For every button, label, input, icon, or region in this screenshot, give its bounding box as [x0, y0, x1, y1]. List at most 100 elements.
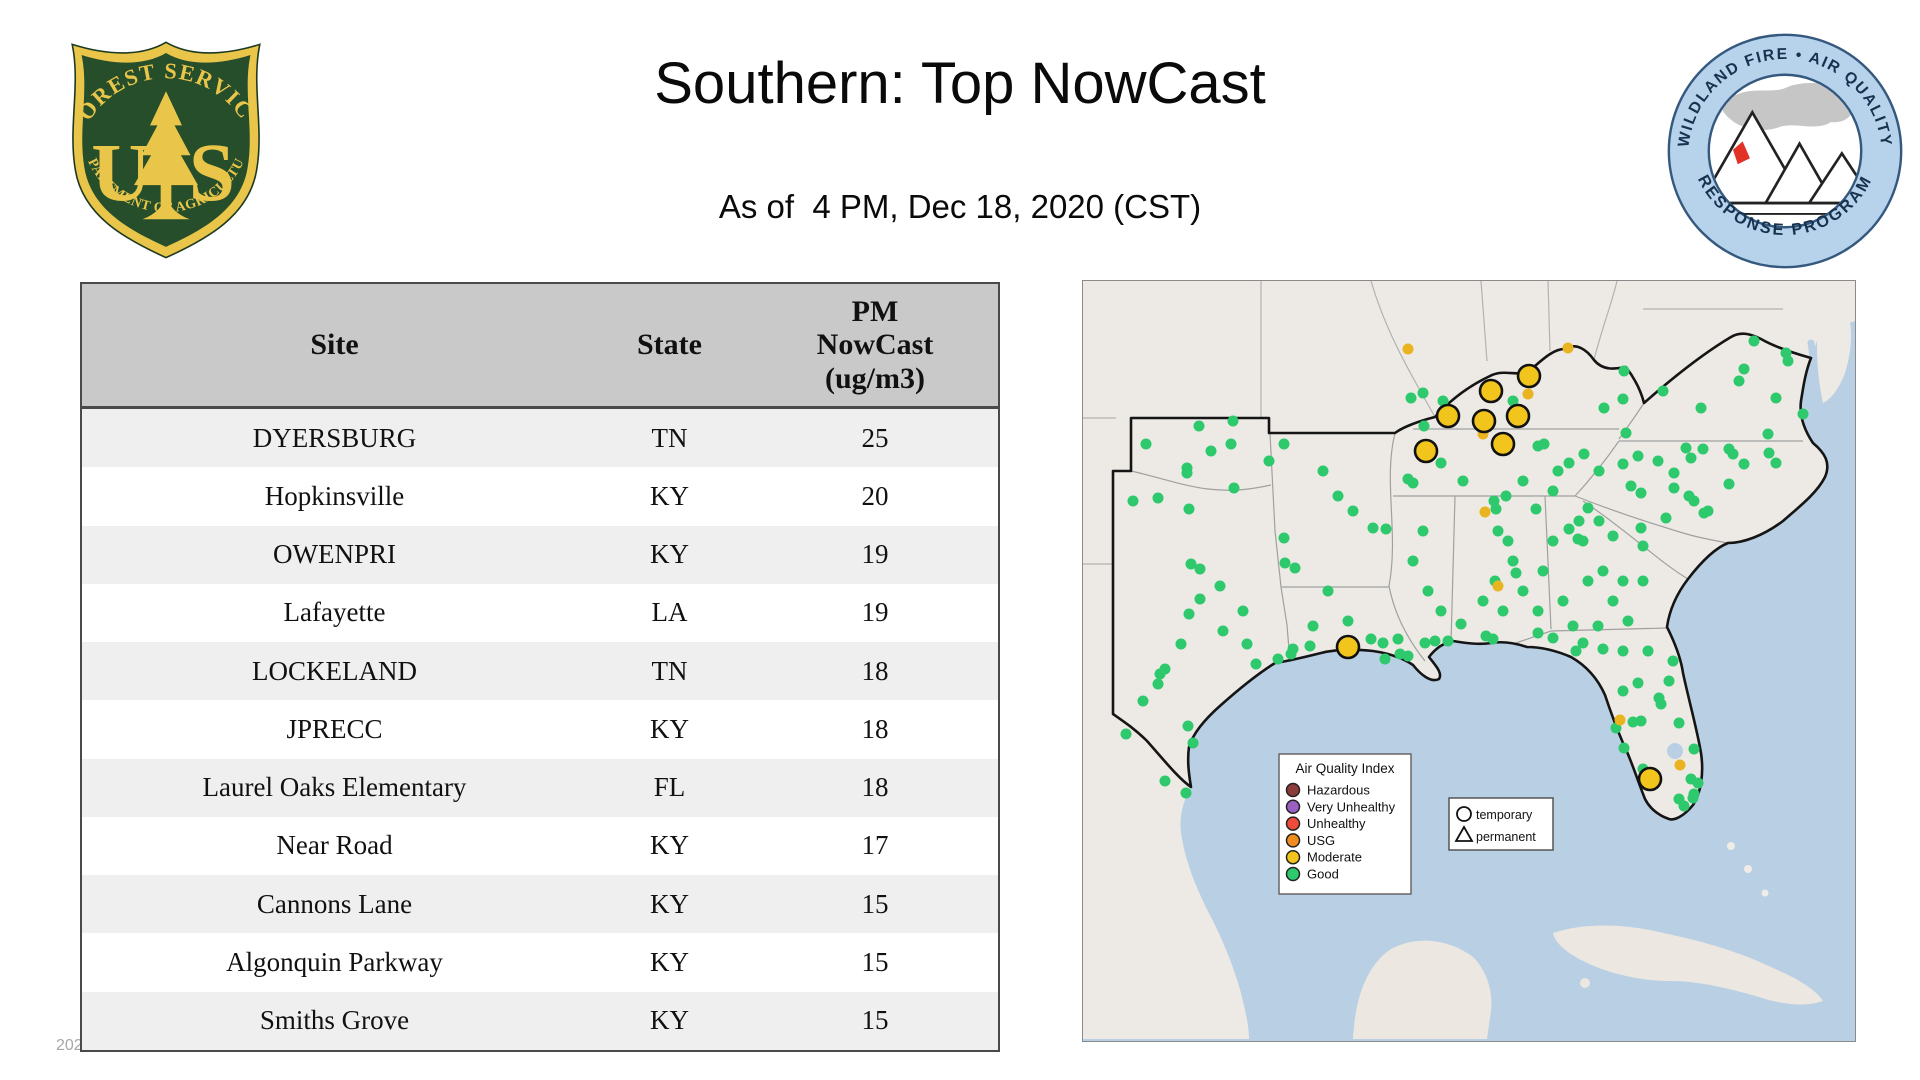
- monitor-moderate-top-site: [1516, 363, 1542, 389]
- monitor-good: [1227, 415, 1239, 427]
- legend-label: Good: [1307, 867, 1339, 882]
- monitor-good: [1797, 408, 1809, 420]
- monitor-good: [1655, 698, 1667, 710]
- monitor-good: [1347, 505, 1359, 517]
- map-land-delmarva: [1817, 318, 1852, 403]
- cell-value: 20: [861, 480, 889, 511]
- monitor-moderate-top-site: [1505, 403, 1531, 429]
- monitor-good: [1492, 525, 1504, 537]
- monitor-good: [1642, 645, 1654, 657]
- monitor-good: [1547, 485, 1559, 497]
- legend-label: USG: [1307, 833, 1335, 848]
- monitor-good: [1510, 567, 1522, 579]
- monitor-good: [1228, 482, 1240, 494]
- monitor-moderate-top-site: [1413, 438, 1439, 464]
- monitor-good: [1250, 658, 1262, 670]
- monitor-good: [1322, 585, 1334, 597]
- pm-header-line2: NowCast: [816, 328, 934, 362]
- legend-label: Unhealthy: [1307, 816, 1366, 831]
- cell-value: 19: [861, 597, 889, 628]
- monitor-good: [1763, 447, 1775, 459]
- cell-state: KY: [650, 480, 689, 511]
- column-header-site: Site: [310, 328, 359, 361]
- monitor-good: [1419, 637, 1431, 649]
- cell-site: LOCKELAND: [252, 655, 417, 686]
- monitor-good: [1152, 678, 1164, 690]
- monitor-good: [1379, 653, 1391, 665]
- cell-value: 18: [861, 655, 889, 686]
- monitor-good: [1477, 595, 1489, 607]
- monitor-good: [1402, 650, 1414, 662]
- pm-header-line3: (ug/m3): [825, 361, 925, 395]
- monitor-good: [1688, 495, 1700, 507]
- monitor-good: [1304, 640, 1316, 652]
- monitor-good: [1180, 787, 1192, 799]
- site-markers-good: [1120, 335, 1809, 812]
- legend-swatch-icon: [1285, 866, 1301, 882]
- aqi-legend-box: [1278, 753, 1412, 895]
- monitor-good: [1217, 625, 1229, 637]
- monitor-good: [1680, 442, 1692, 454]
- monitor-good: [1652, 455, 1664, 467]
- cell-value: 18: [861, 713, 889, 744]
- monitor-good: [1620, 427, 1632, 439]
- table-row: JPRECC KY 18: [82, 700, 998, 759]
- cell-site: JPRECC: [286, 713, 383, 744]
- monitor-good: [1733, 375, 1745, 387]
- page-subtitle: As of 4 PM, Dec 18, 2020 (CST): [718, 188, 1202, 225]
- monitor-good: [1678, 800, 1690, 812]
- monitor-good: [1607, 595, 1619, 607]
- monitor-good: [1597, 565, 1609, 577]
- monitor-moderate-top-site: [1478, 378, 1504, 404]
- monitor-good: [1407, 555, 1419, 567]
- table-row: LOCKELAND TN 18: [82, 642, 998, 701]
- legend-swatch-icon: [1285, 833, 1301, 848]
- temporary-label: temporary: [1476, 808, 1533, 822]
- monitor-good: [1532, 627, 1544, 639]
- monitor-good: [1497, 605, 1509, 617]
- cell-state: TN: [651, 422, 688, 453]
- monitor-good: [1194, 563, 1206, 575]
- monitor-good: [1278, 438, 1290, 450]
- cell-value: 18: [861, 772, 889, 803]
- marker-type-legend: temporary permanent: [1448, 797, 1554, 851]
- monitor-good: [1417, 525, 1429, 537]
- monitor-good: [1490, 503, 1502, 515]
- permanent-label: permanent: [1476, 830, 1536, 844]
- monitor-good: [1417, 387, 1429, 399]
- cell-site: Smiths Grove: [259, 1005, 410, 1036]
- monitor-good: [1748, 335, 1760, 347]
- usfs-logo: FOREST SERVICE DEPARTMENT OF AGRICULTURE…: [58, 38, 261, 259]
- monitor-good: [1225, 438, 1237, 450]
- monitor-moderate-small: [1522, 388, 1534, 400]
- monitor-good: [1547, 535, 1559, 547]
- monitor-good: [1617, 575, 1629, 587]
- monitor-good: [1365, 633, 1377, 645]
- monitor-good: [1570, 645, 1582, 657]
- monitor-good: [1627, 716, 1639, 728]
- monitor-good: [1502, 535, 1514, 547]
- monitor-good: [1573, 515, 1585, 527]
- monitor-good: [1577, 535, 1589, 547]
- monitor-good: [1182, 720, 1194, 732]
- table-row: Algonquin Parkway KY 15: [82, 933, 998, 992]
- monitor-good: [1307, 620, 1319, 632]
- monitor-moderate-small: [1479, 506, 1491, 518]
- monitor-good: [1593, 465, 1605, 477]
- monitor-good: [1668, 482, 1680, 494]
- monitor-good: [1159, 663, 1171, 675]
- monitor-good: [1688, 743, 1700, 755]
- cell-state: TN: [651, 655, 688, 686]
- legend-swatch-icon: [1285, 816, 1301, 831]
- map-land-bahamas: [1727, 842, 1769, 897]
- monitor-good: [1552, 465, 1564, 477]
- cell-state: FL: [653, 772, 686, 803]
- monitor-good: [1622, 615, 1634, 627]
- aqi-map: Air Quality Index Hazardous Very Unhealth…: [1082, 280, 1856, 1042]
- legend-swatch-icon: [1285, 849, 1301, 865]
- cell-value: 15: [861, 947, 889, 978]
- monitor-good: [1272, 653, 1284, 665]
- aqi-legend-title: Air Quality Index: [1295, 761, 1394, 776]
